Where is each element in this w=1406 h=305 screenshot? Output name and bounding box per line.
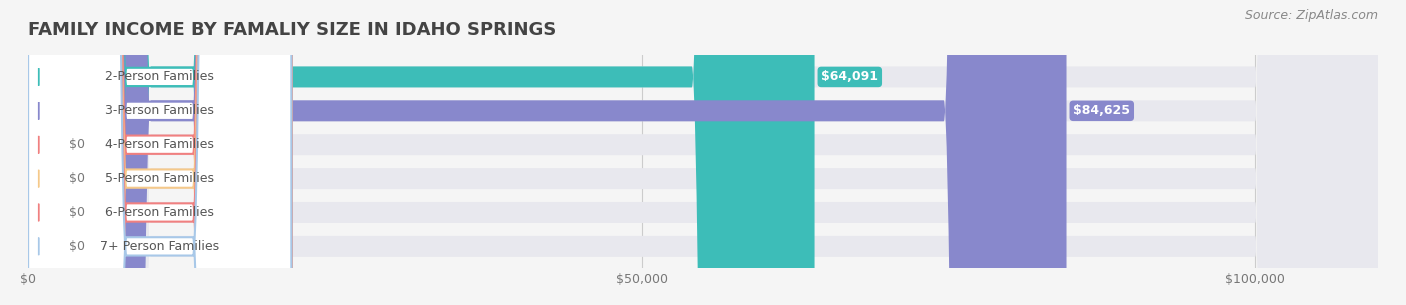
Text: 7+ Person Families: 7+ Person Families <box>100 240 219 253</box>
FancyBboxPatch shape <box>28 0 291 305</box>
FancyBboxPatch shape <box>28 0 291 305</box>
Text: $0: $0 <box>69 240 84 253</box>
FancyBboxPatch shape <box>28 0 1067 305</box>
FancyBboxPatch shape <box>0 0 90 305</box>
FancyBboxPatch shape <box>28 0 1378 305</box>
Text: 2-Person Families: 2-Person Families <box>105 70 214 84</box>
Text: 5-Person Families: 5-Person Families <box>105 172 214 185</box>
Text: $84,625: $84,625 <box>1073 104 1130 117</box>
FancyBboxPatch shape <box>0 0 90 305</box>
FancyBboxPatch shape <box>28 0 1378 305</box>
Text: 6-Person Families: 6-Person Families <box>105 206 214 219</box>
Text: Source: ZipAtlas.com: Source: ZipAtlas.com <box>1244 9 1378 22</box>
Text: FAMILY INCOME BY FAMALIY SIZE IN IDAHO SPRINGS: FAMILY INCOME BY FAMALIY SIZE IN IDAHO S… <box>28 21 557 39</box>
FancyBboxPatch shape <box>0 0 90 305</box>
FancyBboxPatch shape <box>28 0 1378 305</box>
FancyBboxPatch shape <box>28 0 814 305</box>
FancyBboxPatch shape <box>28 0 291 305</box>
FancyBboxPatch shape <box>28 0 291 305</box>
FancyBboxPatch shape <box>28 0 291 305</box>
FancyBboxPatch shape <box>28 0 1378 305</box>
FancyBboxPatch shape <box>28 0 1378 305</box>
Text: $0: $0 <box>69 172 84 185</box>
FancyBboxPatch shape <box>28 0 1378 305</box>
Text: $0: $0 <box>69 138 84 151</box>
Text: $0: $0 <box>69 206 84 219</box>
Text: 4-Person Families: 4-Person Families <box>105 138 214 151</box>
Text: 3-Person Families: 3-Person Families <box>105 104 214 117</box>
Text: $64,091: $64,091 <box>821 70 879 84</box>
FancyBboxPatch shape <box>0 0 90 305</box>
FancyBboxPatch shape <box>28 0 291 305</box>
